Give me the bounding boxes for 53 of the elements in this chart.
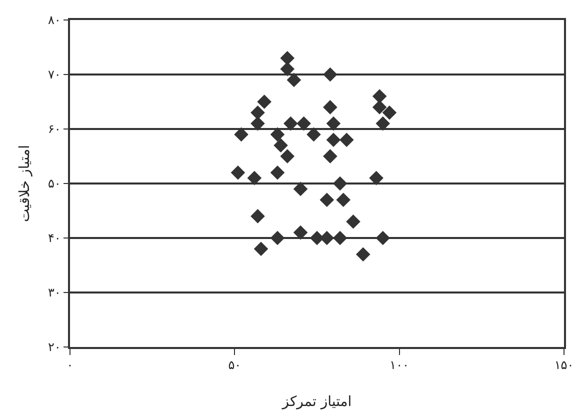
point [270,165,285,180]
point [336,192,350,207]
point [372,100,387,114]
point [274,138,288,152]
point [320,192,334,207]
point [320,230,334,246]
point [280,51,295,66]
point [250,209,265,224]
point [230,165,246,180]
point [293,182,308,196]
point [293,225,308,240]
x-tick-label: ۵۰ [228,358,242,372]
y-tick-label: ۲۰ [48,340,61,354]
point [376,116,390,131]
point [323,100,338,114]
y-tick-label: ۳۰ [48,286,61,300]
point [296,116,311,131]
point [346,214,360,229]
y-tick-label: ۸۰ [48,13,61,28]
point [284,116,298,131]
point [250,116,265,131]
point [332,230,348,246]
point [286,72,302,88]
point [323,67,338,82]
point [280,149,295,164]
point [247,170,262,186]
x-axis-title: امتیاز تمرکز [281,394,352,410]
point [326,132,341,148]
point [323,149,338,164]
y-tick-label: ۵۰ [48,176,61,191]
point [376,230,390,246]
point [339,132,354,148]
point [280,62,295,76]
y-tick-label: ۴۰ [48,231,61,246]
point [254,242,268,256]
point [270,127,285,142]
point [257,94,272,109]
y-tick-label: ۷۰ [48,68,61,82]
y-tick-label: ۶۰ [48,122,61,136]
point [234,127,248,142]
point [326,116,341,131]
point [356,247,370,262]
point [369,170,384,186]
y-axis-title: امتیاز خلاقیت [17,145,34,222]
point [270,230,285,246]
point [382,106,397,120]
point [306,127,321,142]
x-tick-label: ۱۰۰ [390,358,409,372]
point [250,106,265,120]
x-tick-label: ۰ [66,358,74,372]
point [332,176,348,191]
point [372,89,387,104]
x-tick-label: ۱۵۰ [554,358,574,372]
